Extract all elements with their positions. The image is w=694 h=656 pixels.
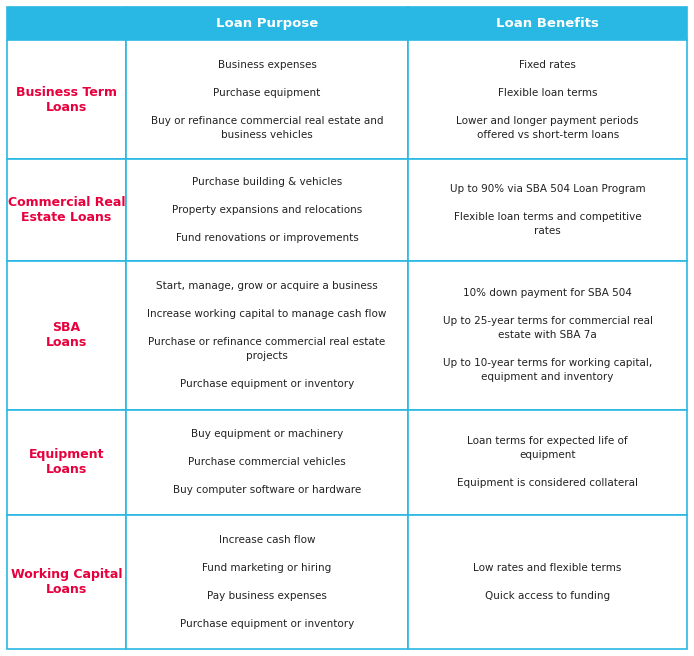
Text: Working Capital
Loans: Working Capital Loans — [10, 568, 122, 596]
Text: Increase cash flow

Fund marketing or hiring

Pay business expenses

Purchase eq: Increase cash flow Fund marketing or hir… — [180, 535, 354, 629]
Text: Equipment
Loans: Equipment Loans — [28, 448, 104, 476]
Text: Business Term
Loans: Business Term Loans — [16, 85, 117, 113]
Text: Buy equipment or machinery

Purchase commercial vehicles

Buy computer software : Buy equipment or machinery Purchase comm… — [173, 429, 361, 495]
Bar — [408, 261, 687, 409]
Bar — [408, 159, 687, 261]
Bar — [7, 515, 126, 649]
Bar — [408, 409, 687, 515]
Text: Loan terms for expected life of
equipment

Equipment is considered collateral: Loan terms for expected life of equipmen… — [457, 436, 638, 488]
Bar — [408, 7, 687, 40]
Text: Commercial Real
Estate Loans: Commercial Real Estate Loans — [8, 196, 125, 224]
Bar — [7, 261, 126, 409]
Text: Purchase building & vehicles

Property expansions and relocations

Fund renovati: Purchase building & vehicles Property ex… — [172, 177, 362, 243]
Bar — [7, 159, 126, 261]
Text: Business expenses

Purchase equipment

Buy or refinance commercial real estate a: Business expenses Purchase equipment Buy… — [151, 60, 383, 140]
Bar — [126, 261, 408, 409]
Bar — [408, 515, 687, 649]
Bar — [126, 409, 408, 515]
Text: Loan Purpose: Loan Purpose — [216, 17, 319, 30]
Bar — [7, 409, 126, 515]
Text: Up to 90% via SBA 504 Loan Program

Flexible loan terms and competitive
rates: Up to 90% via SBA 504 Loan Program Flexi… — [450, 184, 645, 236]
Bar — [7, 40, 126, 159]
Bar — [126, 159, 408, 261]
Text: 10% down payment for SBA 504

Up to 25-year terms for commercial real
estate wit: 10% down payment for SBA 504 Up to 25-ye… — [443, 289, 652, 382]
Bar — [126, 40, 408, 159]
Bar — [408, 40, 687, 159]
Bar — [7, 7, 126, 40]
Bar — [126, 7, 408, 40]
Text: SBA
Loans: SBA Loans — [46, 321, 87, 350]
Text: Start, manage, grow or acquire a business

Increase working capital to manage ca: Start, manage, grow or acquire a busines… — [147, 281, 387, 390]
Text: Low rates and flexible terms

Quick access to funding: Low rates and flexible terms Quick acces… — [473, 564, 622, 601]
Bar — [126, 515, 408, 649]
Text: Fixed rates

Flexible loan terms

Lower and longer payment periods
offered vs sh: Fixed rates Flexible loan terms Lower an… — [457, 60, 639, 140]
Text: Loan Benefits: Loan Benefits — [496, 17, 599, 30]
